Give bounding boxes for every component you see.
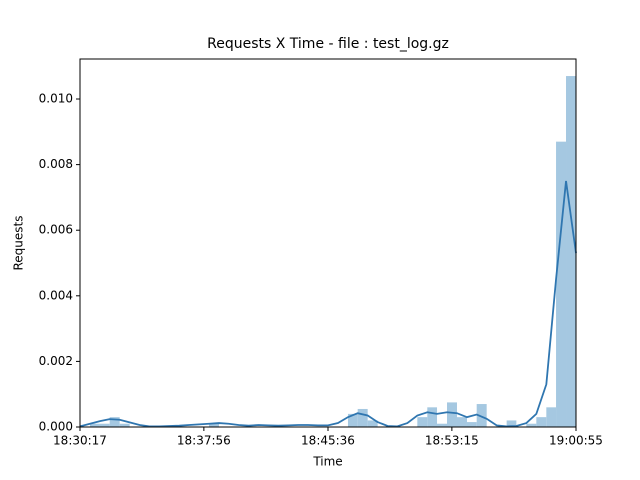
x-tick-label: 18:53:15 — [425, 434, 479, 448]
bar — [357, 408, 368, 427]
bar — [536, 417, 547, 427]
bar — [367, 420, 378, 427]
bar — [109, 417, 120, 427]
y-tick-label: 0.002 — [39, 354, 73, 368]
bar — [556, 141, 567, 427]
bar — [119, 423, 130, 427]
bar — [347, 413, 358, 427]
bar — [417, 417, 428, 427]
x-tick-label: 18:37:56 — [177, 434, 231, 448]
bar — [566, 76, 576, 427]
y-tick-label: 0.000 — [39, 420, 73, 434]
bar — [447, 402, 457, 427]
bar — [89, 423, 100, 427]
bar — [437, 423, 448, 427]
bar — [476, 404, 487, 427]
bar — [99, 423, 110, 427]
y-tick-label: 0.008 — [39, 157, 73, 171]
y-tick-label: 0.006 — [39, 223, 73, 237]
bar — [546, 407, 557, 427]
bar — [427, 407, 438, 427]
y-tick-label: 0.004 — [39, 288, 73, 302]
bar — [208, 423, 219, 427]
bar — [506, 420, 517, 427]
x-tick-label: 19:00:55 — [549, 434, 603, 448]
x-axis-label: Time — [312, 455, 342, 469]
x-tick-label: 18:30:17 — [53, 434, 107, 448]
y-tick-label: 0.010 — [39, 92, 73, 106]
bar — [466, 422, 477, 427]
x-tick-label: 18:45:36 — [301, 434, 355, 448]
plot-frame — [79, 58, 577, 428]
kde-line — [79, 180, 577, 428]
bar — [456, 417, 467, 427]
y-axis-label: Requests — [12, 216, 26, 271]
chart-title: Requests X Time - file : test_log.gz — [207, 36, 449, 52]
bar — [526, 423, 537, 427]
